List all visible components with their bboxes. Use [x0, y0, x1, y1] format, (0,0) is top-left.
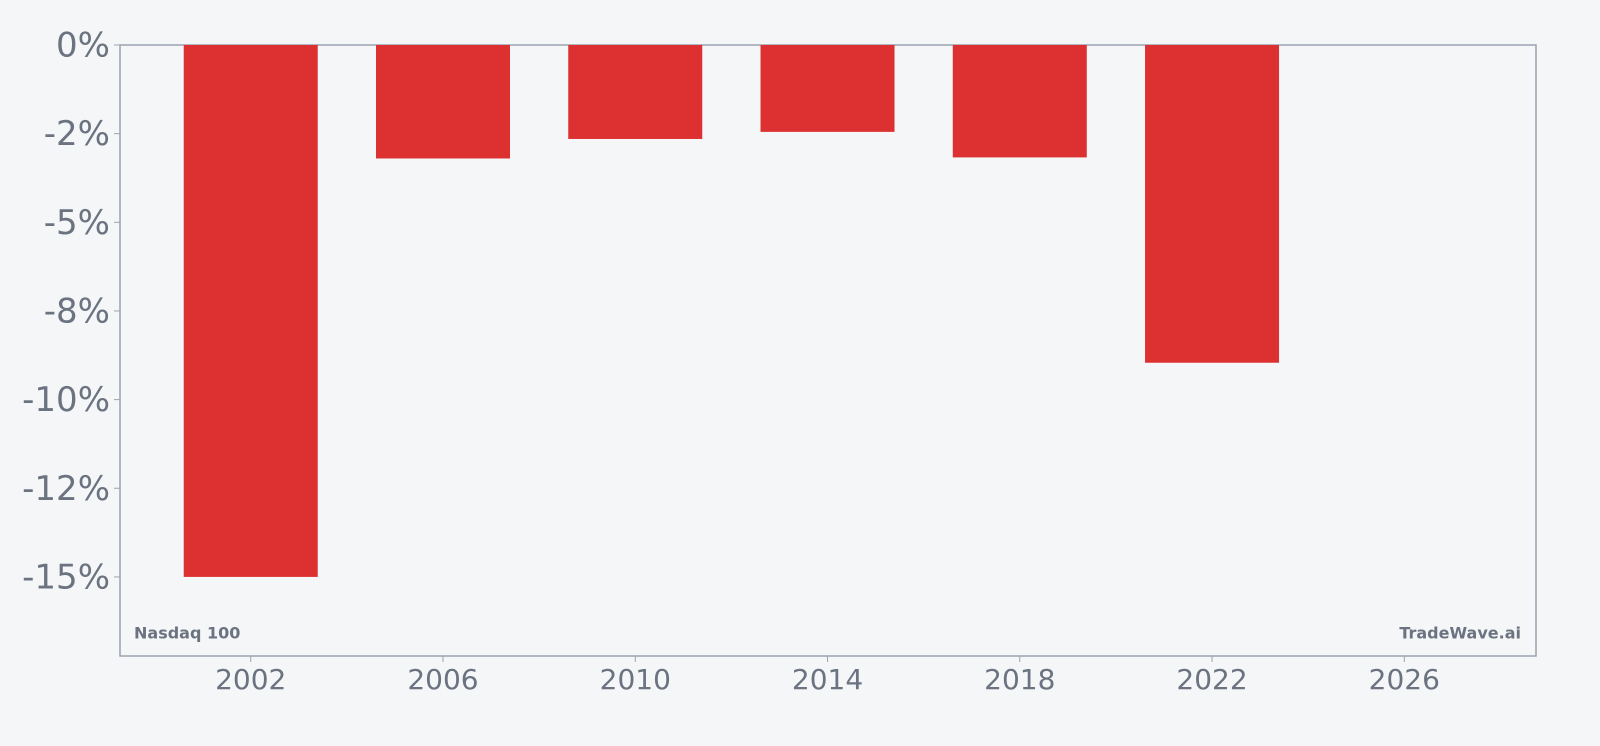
annotation: Nasdaq 100	[134, 624, 240, 643]
annotation: TradeWave.ai	[1399, 624, 1521, 643]
x-tick-label: 2026	[1369, 663, 1440, 696]
y-tick-label: -15%	[22, 557, 110, 597]
bar	[568, 45, 703, 139]
x-tick-label: 2022	[1176, 663, 1247, 696]
bar	[183, 45, 318, 577]
bar	[760, 45, 895, 132]
bar	[952, 45, 1087, 158]
y-tick-label: -10%	[22, 380, 110, 420]
y-tick-label: -5%	[44, 203, 110, 243]
x-tick-label: 2006	[407, 663, 478, 696]
y-tick-label: -12%	[22, 469, 110, 509]
x-tick-label: 2018	[984, 663, 1055, 696]
y-tick-label: 0%	[56, 26, 110, 66]
x-tick-label: 2010	[600, 663, 671, 696]
x-tick-label: 2014	[792, 663, 863, 696]
y-tick-label: -2%	[44, 114, 110, 154]
plot-frame	[119, 44, 1537, 657]
bar	[375, 45, 510, 159]
y-tick-label: -8%	[44, 291, 110, 331]
bar	[1145, 45, 1280, 363]
x-tick-label: 2002	[215, 663, 286, 696]
